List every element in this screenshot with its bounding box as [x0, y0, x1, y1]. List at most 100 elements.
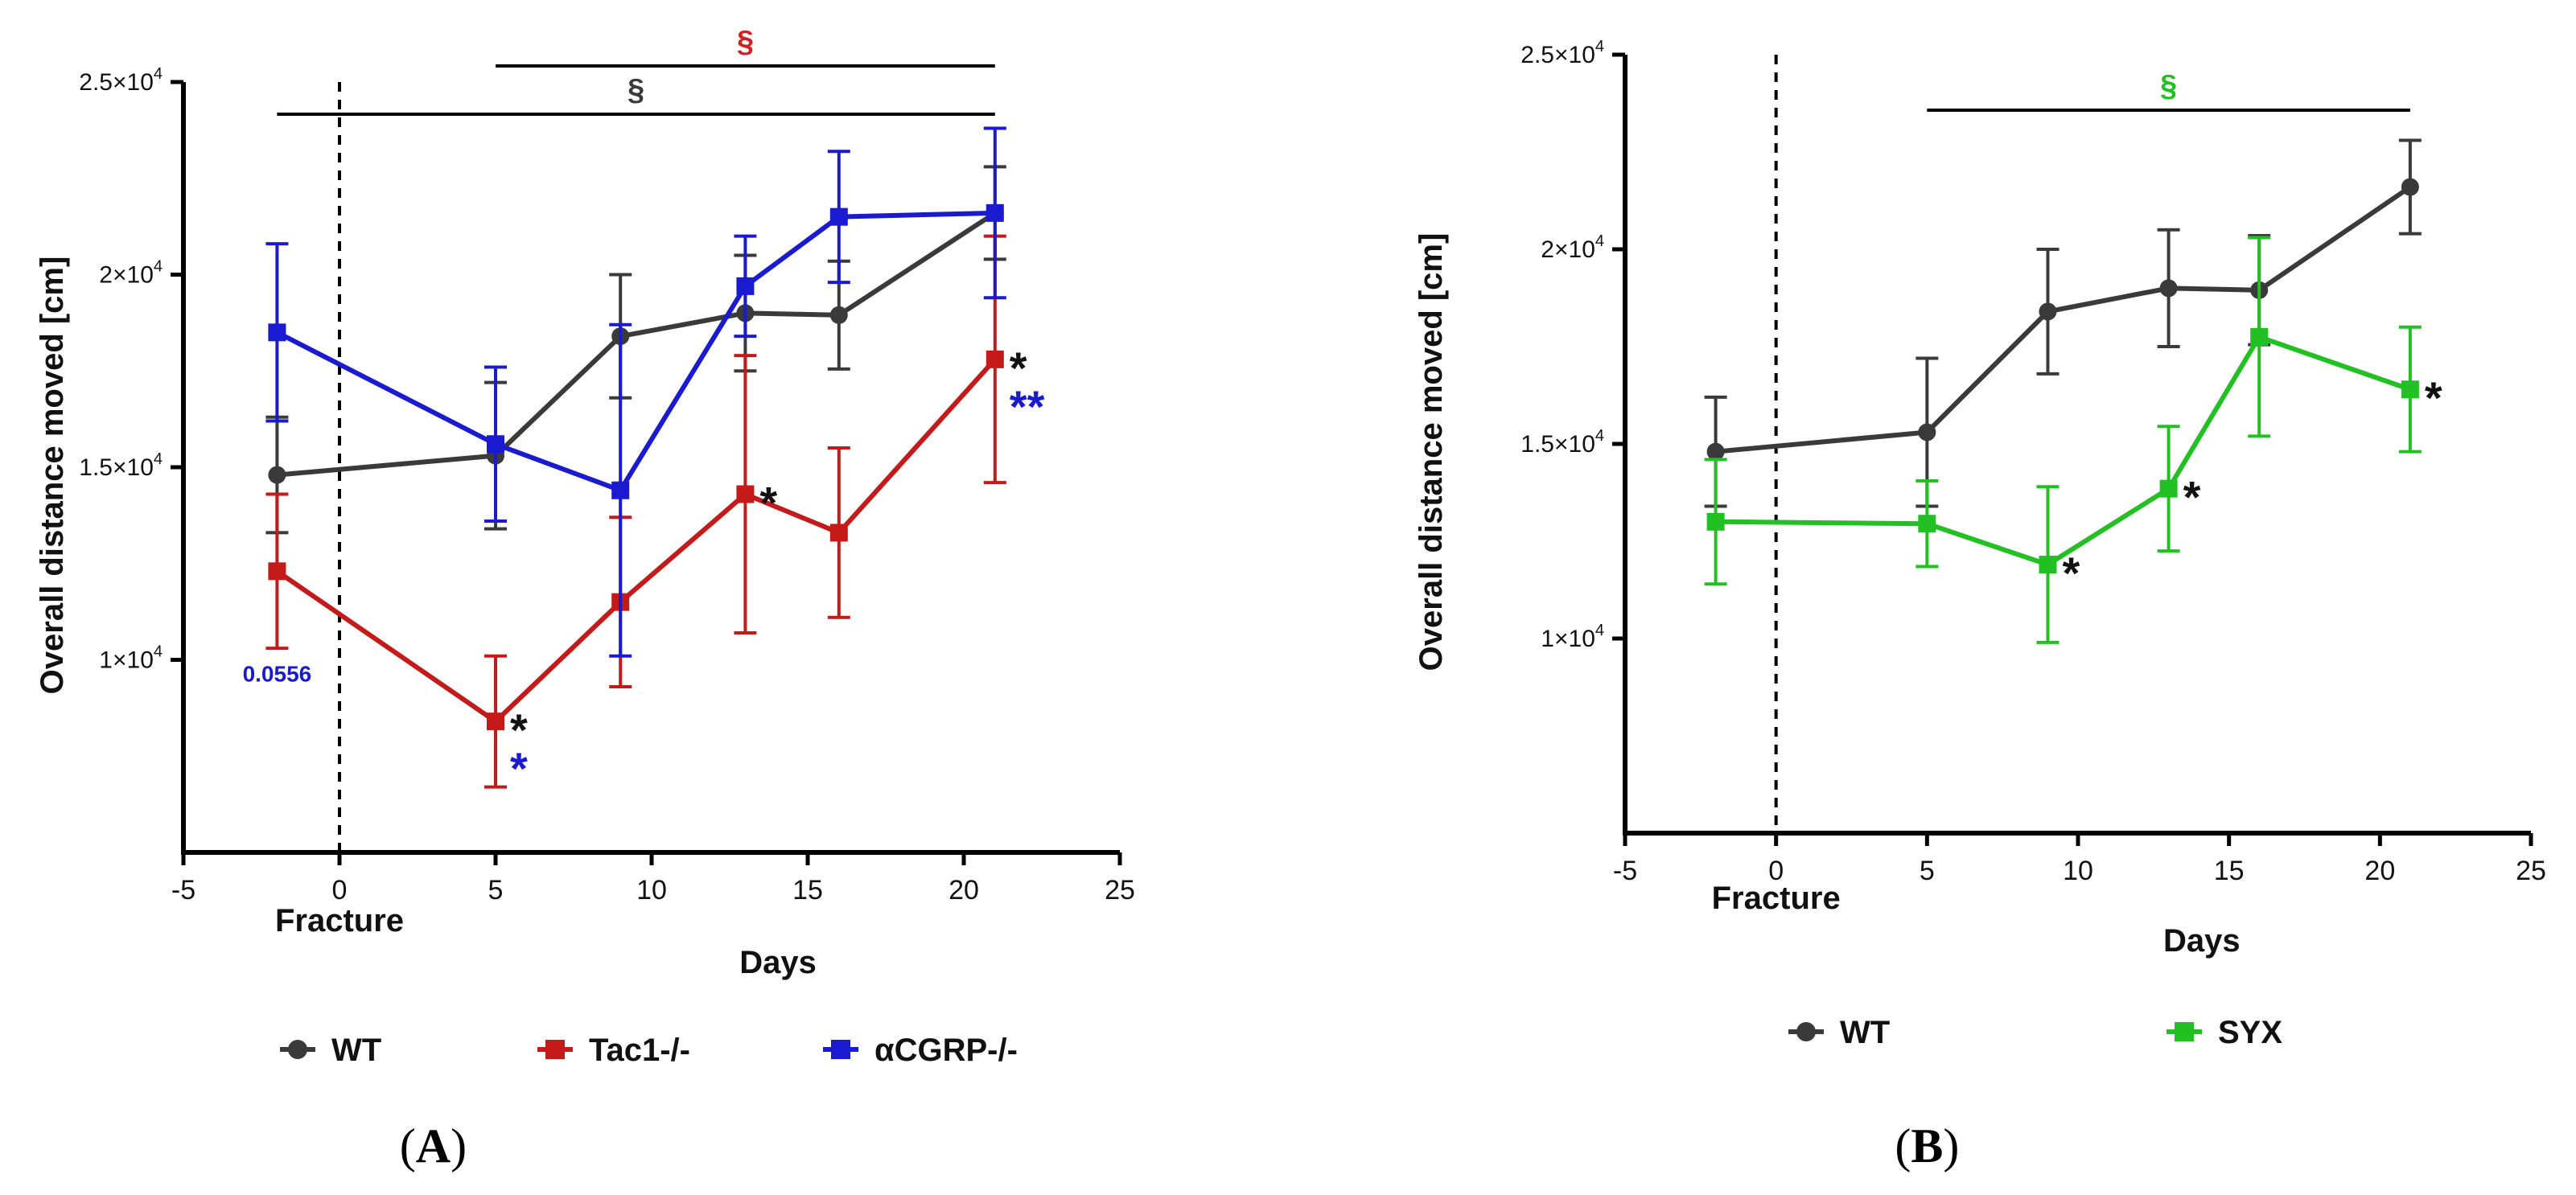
- y-tick-times: ×10: [1554, 431, 1595, 458]
- significance-asterisk: *: [510, 704, 528, 755]
- x-tick-label: 15: [2214, 856, 2245, 886]
- y-tick-times: ×10: [113, 647, 154, 674]
- y-tick-label: 1×104: [99, 643, 163, 674]
- y-tick-label: 1.5×104: [1520, 427, 1604, 458]
- significance-asterisk: *: [2062, 548, 2080, 598]
- data-point: [268, 323, 286, 342]
- legend-marker: [2175, 1022, 2194, 1041]
- y-tick-mantissa: 2.5: [1520, 42, 1554, 68]
- y-tick-label: 2.5×104: [79, 65, 163, 96]
- y-tick-mantissa: 2: [1541, 236, 1554, 263]
- significance-asterisk: *: [2183, 472, 2201, 523]
- significance-symbol: §: [737, 25, 754, 59]
- legend-item: Tac1-/-: [537, 1033, 690, 1068]
- x-tick-label: 0: [332, 875, 348, 905]
- y-tick-exponent: 4: [1595, 38, 1604, 55]
- y-tick-exponent: 4: [1595, 622, 1604, 639]
- x-tick-label: 15: [792, 875, 823, 905]
- data-point: [2039, 302, 2057, 321]
- y-axis-label: Overall distance moved [cm]: [1414, 233, 1449, 671]
- data-point: [829, 524, 848, 542]
- significance-asterisk: *: [1010, 343, 1027, 393]
- panel-b-chart: -5 0 5 10 15 20 251×1041.5×1042×1042.5×104Frac…: [1414, 38, 2546, 1172]
- y-tick-exponent: 4: [1595, 427, 1604, 445]
- fracture-label: Fracture: [275, 903, 404, 938]
- y-tick-times: ×10: [113, 262, 154, 289]
- significance-asterisk: **: [1010, 381, 1045, 432]
- x-tick-label: 25: [2516, 856, 2546, 886]
- series-line: [277, 211, 997, 478]
- y-tick-times: ×10: [1554, 236, 1595, 263]
- data-point: [1918, 423, 1936, 441]
- significance-symbol: §: [2160, 69, 2177, 103]
- series-line: [275, 357, 998, 725]
- y-tick-mantissa: 2.5: [79, 69, 113, 96]
- legend-item: SYX: [2167, 1015, 2282, 1050]
- data-point: [2159, 279, 2178, 298]
- series-syx: [1704, 236, 2422, 644]
- legend-label: SYX: [2218, 1015, 2282, 1050]
- x-tick-label: -5: [171, 875, 195, 905]
- y-tick-label: 2.5×104: [1520, 38, 1604, 68]
- panel-label: (A): [400, 1119, 467, 1172]
- legend-marker: [1796, 1022, 1816, 1041]
- data-point: [268, 562, 286, 581]
- panel-a-chart: -5 0 5 10 15 20 251×1041.5×1042×1042.5×104Frac…: [35, 25, 1135, 1172]
- panel-label-open: (: [400, 1119, 416, 1172]
- panel-label: (B): [1895, 1119, 1959, 1172]
- data-point: [2401, 380, 2419, 399]
- y-tick-exponent: 4: [154, 643, 163, 661]
- panel-label-open: (: [1895, 1119, 1911, 1172]
- y-axis-label: Overall distance moved [cm]: [35, 257, 70, 695]
- y-tick-label: 2×104: [1541, 232, 1604, 263]
- legend-label: Tac1-/-: [589, 1033, 690, 1068]
- series-line: [1715, 185, 2412, 454]
- legend-label: WT: [1840, 1015, 1890, 1050]
- data-point: [487, 712, 504, 731]
- y-tick-label: 2×104: [99, 258, 163, 289]
- y-tick-exponent: 4: [154, 65, 163, 83]
- y-tick-exponent: 4: [154, 450, 163, 468]
- series-line: [276, 210, 995, 493]
- legend-label: WT: [331, 1033, 381, 1068]
- fracture-label: Fracture: [1712, 881, 1841, 916]
- y-tick-mantissa: 1: [99, 647, 113, 674]
- y-tick-times: ×10: [1554, 42, 1595, 68]
- legend-label: αCGRP-/-: [874, 1033, 1018, 1068]
- legend-marker: [545, 1040, 565, 1059]
- panel-label-close: ): [451, 1119, 467, 1172]
- y-tick-times: ×10: [113, 69, 154, 96]
- legend-item: WT: [280, 1033, 381, 1068]
- y-tick-label: 1.5×104: [79, 450, 163, 481]
- legend-marker: [288, 1040, 307, 1059]
- data-point: [829, 306, 848, 324]
- data-point: [1706, 512, 1725, 531]
- y-tick-times: ×10: [113, 454, 154, 481]
- x-tick-label: 10: [2063, 856, 2093, 886]
- x-axis-label: Days: [739, 945, 817, 980]
- y-tick-label: 1×104: [1541, 622, 1604, 652]
- panel-label-close: ): [1943, 1119, 1959, 1172]
- data-point: [1918, 515, 1936, 533]
- significance-symbol: §: [628, 73, 644, 107]
- x-tick-label: 5: [488, 875, 504, 905]
- x-tick-label: 0: [1768, 856, 1784, 886]
- data-point: [2250, 327, 2269, 346]
- data-point: [736, 485, 755, 503]
- x-tick-label: 20: [2364, 856, 2395, 886]
- data-point: [1706, 442, 1725, 461]
- data-point: [736, 277, 755, 295]
- series-tac1-: [265, 234, 1006, 789]
- significance-asterisk: *: [510, 743, 528, 794]
- x-tick-label: 10: [636, 875, 667, 905]
- y-tick-exponent: 4: [1595, 232, 1604, 250]
- y-tick-mantissa: 1: [1541, 626, 1554, 652]
- data-point: [2159, 479, 2178, 498]
- x-tick-label: 25: [1105, 875, 1135, 905]
- panel-label-letter: A: [416, 1119, 451, 1172]
- data-point: [829, 207, 848, 226]
- y-tick-mantissa: 1.5: [1520, 431, 1554, 458]
- series--cgrp-: [265, 126, 1006, 658]
- y-tick-exponent: 4: [154, 258, 163, 276]
